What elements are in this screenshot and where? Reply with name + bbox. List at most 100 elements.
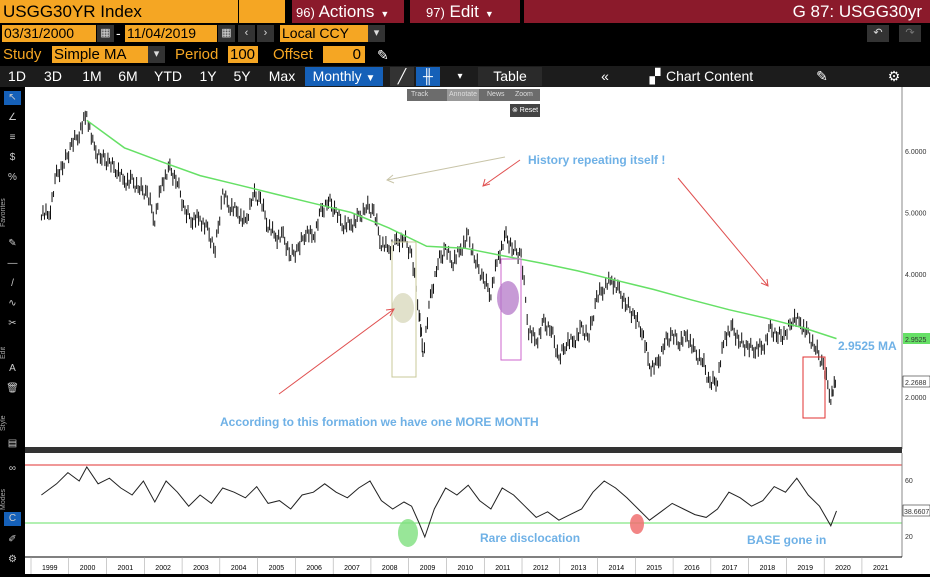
- pen-tool-icon[interactable]: /: [11, 278, 14, 289]
- tab-1y[interactable]: 1Y: [199, 68, 217, 84]
- settings-gear-icon[interactable]: ⚙: [887, 68, 901, 84]
- chart-content-icon[interactable]: ▞: [649, 68, 661, 84]
- tab-ytd[interactable]: YTD: [154, 68, 182, 84]
- tab-1m[interactable]: 1M: [82, 68, 102, 84]
- x-axis-ticks: 1999 2000 2001 2002 2003 2004 2005 2006 2007 2008…: [30, 557, 889, 574]
- chevron-down-icon[interactable]: ▾: [368, 25, 385, 42]
- delete-icon[interactable]: 🗑: [6, 383, 19, 394]
- frequency-dropdown[interactable]: Monthly ▼: [305, 67, 383, 86]
- study-field[interactable]: Simple MA: [52, 46, 148, 63]
- chevron-left-icon[interactable]: ‹: [238, 25, 255, 42]
- chart-area[interactable]: History repeating itself ! According to …: [0, 87, 930, 574]
- chevron-right-icon[interactable]: ›: [257, 25, 274, 42]
- x-tick-label: 2000: [80, 565, 96, 572]
- brush-icon[interactable]: ✎: [8, 238, 17, 249]
- arrowhead-icon: [386, 174, 395, 184]
- tab-6m[interactable]: 6M: [118, 68, 138, 84]
- chevron-down-icon[interactable]: ▾: [148, 46, 165, 63]
- period-field[interactable]: 100: [228, 46, 258, 63]
- percent-tool-icon[interactable]: %: [8, 172, 17, 183]
- currency-field[interactable]: Local CCY: [280, 25, 368, 42]
- text-tool-icon[interactable]: A: [9, 363, 16, 374]
- x-tick-label: 2009: [420, 565, 436, 572]
- link-icon[interactable]: ∞: [8, 463, 17, 474]
- last-price-tag: [902, 375, 930, 388]
- table-button[interactable]: Table: [478, 67, 542, 86]
- history-annotation: History repeating itself !: [528, 153, 665, 167]
- tab-1d[interactable]: 1D: [8, 68, 26, 84]
- chevron-down-icon[interactable]: ▾: [457, 71, 463, 82]
- calendar-icon[interactable]: ▦: [97, 25, 114, 42]
- scissors-icon[interactable]: ✂: [8, 318, 17, 329]
- ma-value-label: 2.9525: [905, 337, 927, 344]
- price-series: [40, 110, 836, 405]
- zoom-button[interactable]: Zoom: [515, 91, 533, 98]
- formation-arrow: [278, 308, 395, 395]
- x-tick-label: 2019: [797, 565, 813, 572]
- date-range-bar: 03/31/2000 ▦ - 11/04/2019 ▦ ‹ › Local CC…: [0, 23, 930, 44]
- line-tool-icon[interactable]: ∠: [8, 112, 17, 123]
- x-tick-label: 2002: [155, 565, 171, 572]
- ticker-field[interactable]: USGG30YR Index: [0, 0, 238, 23]
- reset-button[interactable]: ⊗ Reset: [510, 104, 540, 117]
- price-tick-label: 5.0000: [905, 211, 927, 218]
- fib-icon[interactable]: ≡: [9, 132, 16, 143]
- study-label: Study: [3, 46, 42, 63]
- x-tick-label: 2005: [269, 565, 285, 572]
- edit-chart-icon[interactable]: ✎: [816, 68, 828, 84]
- collapse-icon[interactable]: «: [601, 68, 609, 84]
- osc-circle-2008: [398, 519, 418, 547]
- x-tick-label: 1999: [42, 565, 58, 572]
- track-button[interactable]: Track: [411, 91, 429, 98]
- osc-circle-2014: [630, 514, 644, 534]
- start-date-field[interactable]: 03/31/2000: [2, 25, 96, 42]
- pane-divider[interactable]: [25, 447, 902, 453]
- annotate-button[interactable]: Annotate: [447, 89, 480, 101]
- c-mode-icon[interactable]: C: [4, 512, 21, 526]
- reset-icon: ⊗: [511, 107, 518, 114]
- price-axis-ticks: 6.0000 5.0000 4.0000 2.0000: [905, 149, 927, 402]
- pencil-icon[interactable]: ✎: [377, 47, 389, 63]
- x-tick-label: 2007: [344, 565, 360, 572]
- dollar-tool-icon[interactable]: $: [9, 152, 16, 163]
- x-tick-label: 2011: [495, 565, 510, 572]
- x-tick-label: 2001: [118, 565, 134, 572]
- wave-tool-icon[interactable]: ∿: [8, 298, 17, 309]
- undo-icon[interactable]: ↶: [867, 25, 889, 42]
- last-price-label: 2.2688: [905, 380, 927, 387]
- redo-icon[interactable]: ↷: [899, 25, 921, 42]
- gear-icon[interactable]: ⚙: [8, 554, 17, 565]
- offset-field[interactable]: 0: [323, 46, 365, 63]
- minus-tool-icon[interactable]: —: [7, 258, 18, 269]
- osc-last-tag: [902, 504, 930, 517]
- actions-label: Actions: [318, 2, 375, 21]
- edit-menu[interactable]: 97) Edit ▼: [410, 0, 520, 23]
- style-side-label: Style: [0, 415, 7, 431]
- caret-down-icon: ▼: [484, 9, 494, 19]
- news-button[interactable]: News: [487, 91, 505, 98]
- tab-3d[interactable]: 3D: [44, 68, 62, 84]
- end-date-field[interactable]: 11/04/2019: [125, 25, 217, 42]
- period-toolbar: 1D 3D 1M 6M YTD 1Y 5Y Max Monthly ▼ ╱ ╫ …: [0, 66, 930, 87]
- cursor-icon[interactable]: ↖: [4, 91, 21, 105]
- arrowhead-icon: [385, 308, 395, 317]
- layers-icon[interactable]: ▤: [7, 438, 18, 449]
- chart-content-button[interactable]: Chart Content: [666, 68, 754, 84]
- tab-max[interactable]: Max: [268, 68, 296, 84]
- line-chart-icon[interactable]: ╱: [390, 67, 414, 86]
- x-tick-label: 2006: [306, 565, 322, 572]
- edit-label: Edit: [449, 2, 479, 21]
- bar-chart-icon[interactable]: ╫: [416, 67, 440, 86]
- tab-5y[interactable]: 5Y: [233, 68, 251, 84]
- x-tick-label: 2010: [457, 565, 473, 572]
- x-tick-label: 2014: [609, 565, 625, 572]
- ticker-dropdown[interactable]: [238, 0, 285, 23]
- osc-last-label: 38.6607: [904, 509, 929, 516]
- modes-side-label: Modes: [0, 488, 7, 510]
- calendar-icon[interactable]: ▦: [218, 25, 235, 42]
- x-tick-label: 2008: [382, 565, 398, 572]
- actions-menu[interactable]: 96) Actions ▼: [292, 0, 404, 23]
- period-label: Period: [175, 46, 219, 63]
- draw-mode-icon[interactable]: ✐: [8, 534, 17, 545]
- arrowhead-icon: [760, 278, 769, 287]
